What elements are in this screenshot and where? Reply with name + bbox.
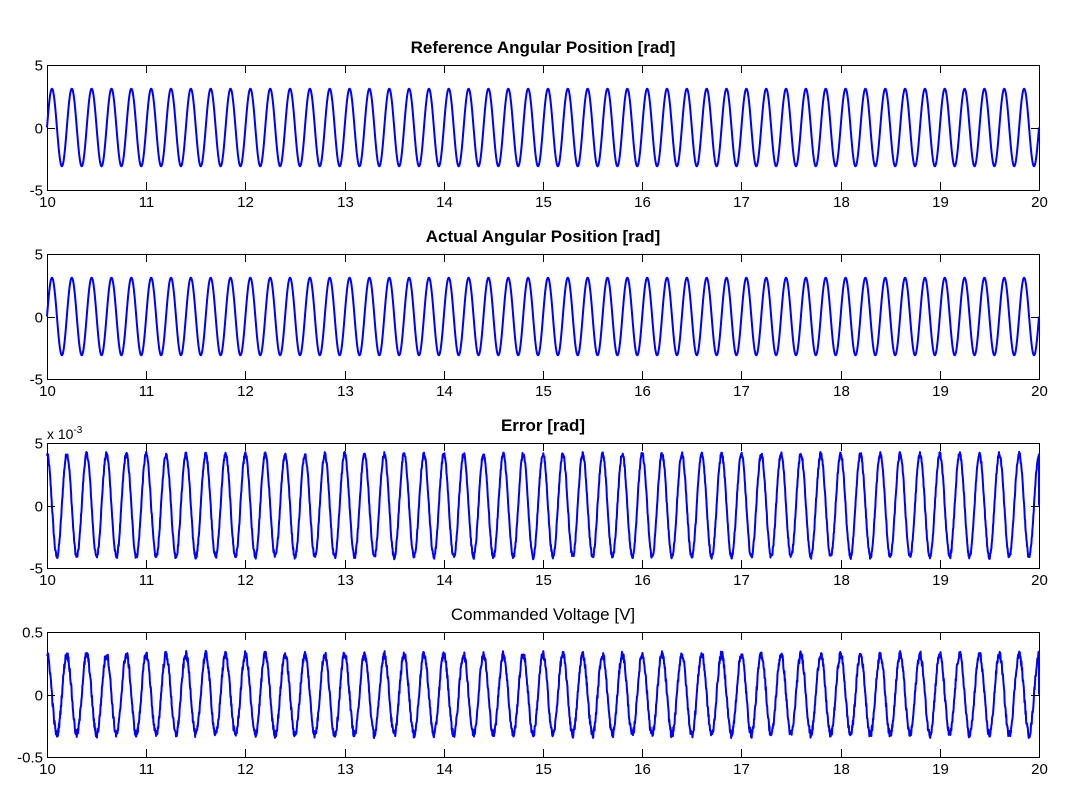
signal-line [46, 276, 1040, 357]
x-tick-labels: 10 11 12 13 14 15 16 17 18 19 20 [39, 761, 1048, 778]
x-tick-label: 10 [39, 761, 56, 778]
subplot-title: Actual Angular Position [rad] [426, 227, 661, 246]
x-tick-label: 15 [535, 572, 552, 589]
x-tick-label: 17 [733, 761, 750, 778]
x-tick-label: 13 [337, 572, 354, 589]
x-tick-label: 11 [139, 383, 155, 400]
x-tick-label: 15 [535, 761, 552, 778]
x-tick-labels: 10 11 12 13 14 15 16 17 18 19 20 [39, 383, 1048, 400]
subplot-title: Commanded Voltage [V] [451, 605, 635, 624]
subplot-actual-angular-position: Actual Angular Position [rad] -5 0 5 10 … [30, 227, 1048, 400]
x-tick-label: 19 [932, 572, 949, 589]
y-tick-label: -0.5 [17, 750, 43, 767]
subplot-title: Reference Angular Position [rad] [411, 38, 676, 57]
y-tick-labels: -5 0 5 [30, 58, 43, 200]
y-tick-label: 0 [35, 688, 43, 705]
x-tick-label: 12 [237, 761, 254, 778]
x-tick-label: 16 [634, 761, 651, 778]
y-tick-label: -5 [30, 561, 43, 578]
x-tick-label: 10 [39, 194, 56, 211]
y-tick-label: 5 [35, 436, 43, 453]
x-tick-label: 12 [237, 572, 254, 589]
y-tick-labels: -5 0 5 [30, 436, 43, 578]
x-tick-label: 20 [1031, 572, 1048, 589]
x-tick-label: 12 [237, 194, 254, 211]
y-tick-labels: -0.5 0 0.5 [17, 625, 43, 767]
y-tick-label: 0 [35, 499, 43, 516]
signal-line [46, 87, 1040, 168]
x-tick-label: 11 [139, 194, 155, 211]
signal-line [46, 649, 1040, 740]
subplot-title: Error [rad] [501, 416, 585, 435]
exponent-label: x 10-3 [47, 425, 83, 442]
y-tick-label: 0 [35, 121, 43, 138]
x-tick-label: 20 [1031, 761, 1048, 778]
x-tick-label: 18 [833, 383, 850, 400]
y-tick-label: 5 [35, 247, 43, 264]
x-tick-label: 12 [237, 383, 254, 400]
x-tick-label: 14 [436, 572, 453, 589]
x-tick-label: 14 [436, 383, 453, 400]
x-tick-label: 17 [733, 572, 750, 589]
x-tick-label: 13 [337, 194, 354, 211]
x-tick-label: 20 [1031, 194, 1048, 211]
subplot-error: Error [rad] x 10-3 -5 0 5 10 11 12 13 14… [30, 416, 1048, 589]
x-tick-label: 11 [139, 761, 155, 778]
y-tick-label: -5 [30, 183, 43, 200]
x-tick-label: 13 [337, 383, 354, 400]
x-tick-label: 19 [932, 761, 949, 778]
y-tick-label: 0 [35, 310, 43, 327]
x-tick-label: 19 [932, 383, 949, 400]
x-tick-label: 14 [436, 194, 453, 211]
x-tick-label: 20 [1031, 383, 1048, 400]
y-tick-label: -5 [30, 372, 43, 389]
x-tick-label: 11 [139, 572, 155, 589]
subplot-reference-angular-position: Reference Angular Position [rad] -5 0 5 … [30, 38, 1048, 211]
x-tick-label: 17 [733, 383, 750, 400]
x-tick-label: 16 [634, 572, 651, 589]
x-tick-label: 18 [833, 572, 850, 589]
x-tick-label: 17 [733, 194, 750, 211]
subplot-commanded-voltage: Commanded Voltage [V] -0.5 0 0.5 10 11 1… [17, 605, 1048, 778]
x-tick-label: 16 [634, 383, 651, 400]
x-tick-label: 18 [833, 761, 850, 778]
x-tick-label: 19 [932, 194, 949, 211]
x-tick-labels: 10 11 12 13 14 15 16 17 18 19 20 [39, 572, 1048, 589]
x-tick-label: 15 [535, 383, 552, 400]
x-tick-label: 10 [39, 383, 56, 400]
x-tick-label: 18 [833, 194, 850, 211]
x-tick-label: 14 [436, 761, 453, 778]
x-tick-label: 15 [535, 194, 552, 211]
signal-line [46, 450, 1040, 561]
y-tick-labels: -5 0 5 [30, 247, 43, 389]
x-tick-labels: 10 11 12 13 14 15 16 17 18 19 20 [39, 194, 1048, 211]
x-tick-label: 10 [39, 572, 56, 589]
x-tick-label: 16 [634, 194, 651, 211]
plot-area [47, 443, 1040, 569]
y-tick-label: 5 [35, 58, 43, 75]
x-tick-label: 13 [337, 761, 354, 778]
y-tick-label: 0.5 [22, 625, 43, 642]
